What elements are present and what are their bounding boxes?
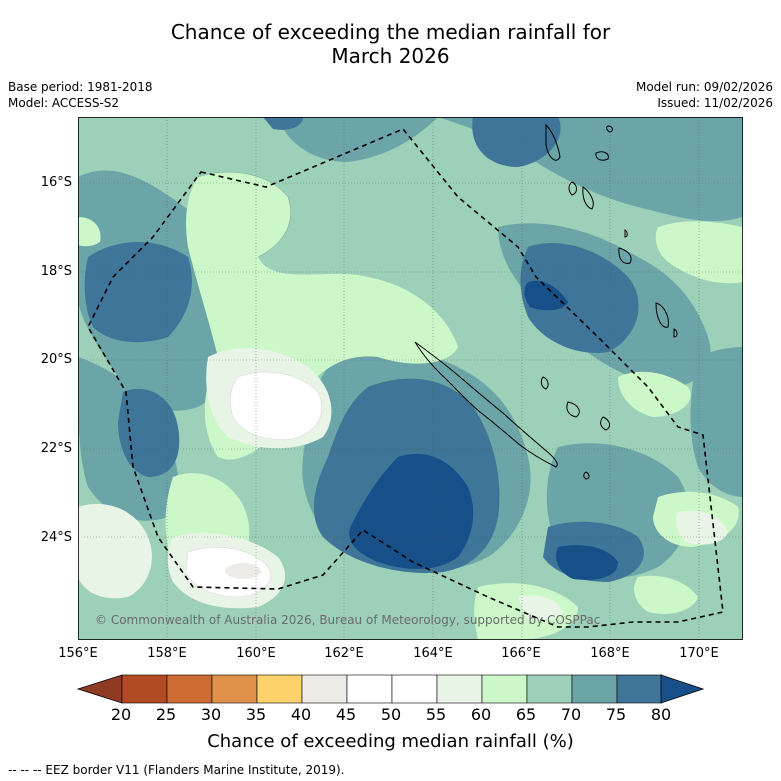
lon-label-164e: 164°E xyxy=(413,646,453,661)
lon-label-156e: 156°E xyxy=(58,646,98,661)
lat-label-16s: 16°S xyxy=(40,175,72,190)
colorbar-tick-20: 20 xyxy=(110,705,132,724)
lat-label-24s: 24°S xyxy=(40,530,72,545)
colorbar xyxy=(76,674,705,704)
eez-border xyxy=(87,128,724,628)
colorbar-cell xyxy=(256,674,303,704)
colorbar-tick-35: 35 xyxy=(245,705,267,724)
copyright-notice: © Commonwealth of Australia 2026, Bureau… xyxy=(95,613,601,627)
colorbar-cell xyxy=(481,674,528,704)
graticule xyxy=(78,117,743,640)
colorbar-under-arrow xyxy=(76,674,123,704)
lon-label-168e: 168°E xyxy=(590,646,630,661)
colorbar-cell xyxy=(436,674,483,704)
lon-label-162e: 162°E xyxy=(324,646,364,661)
lat-label-18s: 18°S xyxy=(40,264,72,279)
loyalty-islands xyxy=(540,376,611,480)
colorbar-cell xyxy=(571,674,618,704)
colorbar-tick-70: 70 xyxy=(560,705,582,724)
colorbar-tick-60: 60 xyxy=(470,705,492,724)
eez-legend: -- -- -- EEZ border V11 (Flanders Marine… xyxy=(8,763,345,777)
title-line-1: Chance of exceeding the median rainfall … xyxy=(170,20,611,44)
colorbar-cell xyxy=(526,674,573,704)
new-caledonia-island xyxy=(414,341,558,468)
colorbar-cells xyxy=(121,674,663,704)
colorbar-tick-65: 65 xyxy=(515,705,537,724)
rainfall-map[interactable] xyxy=(78,117,743,640)
colorbar-tick-75: 75 xyxy=(605,705,627,724)
colorbar-cell xyxy=(301,674,348,704)
colorbar-cell xyxy=(121,674,168,704)
lat-label-22s: 22°S xyxy=(40,441,72,456)
colorbar-tick-30: 30 xyxy=(200,705,222,724)
lon-label-160e: 160°E xyxy=(236,646,276,661)
map-svg xyxy=(78,117,743,640)
colorbar-over-arrow xyxy=(660,674,705,704)
colorbar-tick-40: 40 xyxy=(290,705,312,724)
lat-label-20s: 20°S xyxy=(40,352,72,367)
colorbar-tick-50: 50 xyxy=(380,705,402,724)
colorbar-cell xyxy=(616,674,663,704)
lon-label-170e: 170°E xyxy=(679,646,719,661)
colorbar-tick-25: 25 xyxy=(155,705,177,724)
contour-40-45 xyxy=(225,563,261,579)
colorbar-tick-45: 45 xyxy=(335,705,357,724)
colorbar-cell xyxy=(391,674,438,704)
map-frame xyxy=(78,117,743,640)
colorbar-tick-80: 80 xyxy=(650,705,672,724)
model-run: Model run: 09/02/2026 xyxy=(635,80,773,94)
colorbar-cell xyxy=(166,674,213,704)
base-period: Base period: 1981-2018 xyxy=(8,80,153,94)
lon-label-166e: 166°E xyxy=(501,646,541,661)
title-line-2: March 2026 xyxy=(331,44,450,68)
colorbar-title: Chance of exceeding median rainfall (%) xyxy=(207,731,574,752)
model-name: Model: ACCESS-S2 xyxy=(8,96,120,110)
vanuatu-islands xyxy=(545,123,678,338)
lon-label-158e: 158°E xyxy=(147,646,187,661)
colorbar-tick-55: 55 xyxy=(425,705,447,724)
colorbar-cell xyxy=(211,674,258,704)
colorbar-cell xyxy=(346,674,393,704)
issued-date: Issued: 11/02/2026 xyxy=(657,96,773,110)
